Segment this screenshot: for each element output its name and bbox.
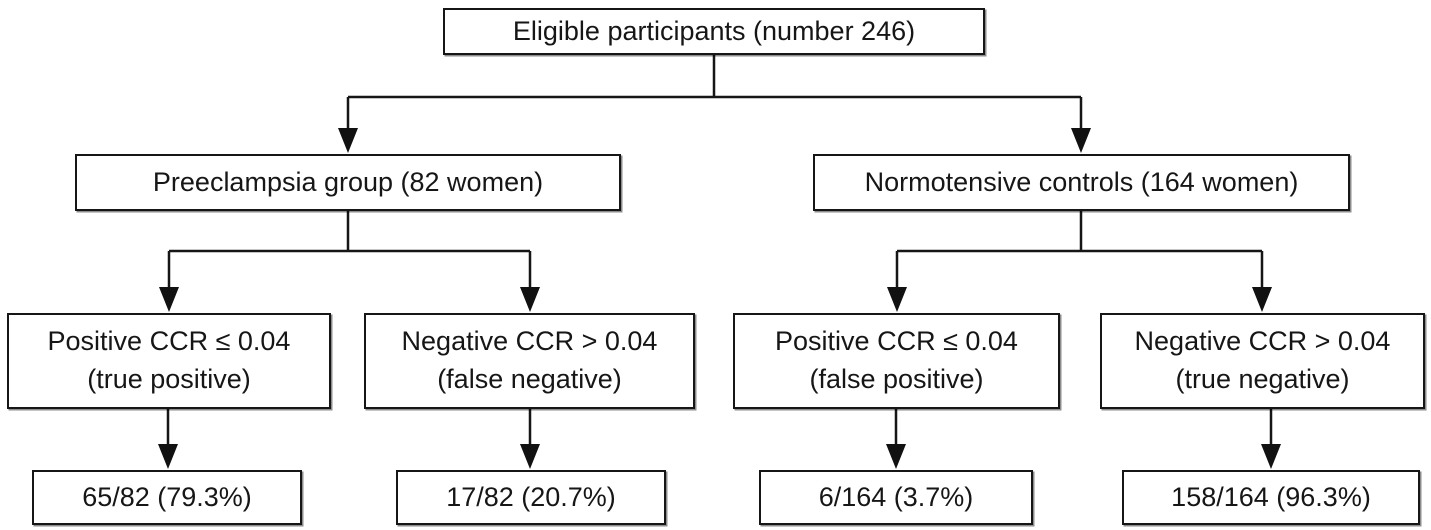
arrow-down-icon <box>887 287 907 312</box>
box-label-line1: Positive CCR ≤ 0.04 <box>775 326 1018 357</box>
box-label-line2: (false positive) <box>809 364 984 394</box>
connector-normotensive-split <box>895 211 1264 289</box>
box-label-line2: (true negative) <box>1175 364 1350 394</box>
box-label: 158/164 (96.3%) <box>1171 481 1371 512</box>
box-label-line1: Positive CCR ≤ 0.04 <box>47 326 291 357</box>
arrow-down-icon <box>1071 128 1091 153</box>
arrow-down-icon <box>886 444 906 469</box>
box-false-positive: Positive CCR ≤ 0.04 (false positive) <box>733 313 1060 409</box>
box-label-line1: Negative CCR > 0.04 <box>1134 326 1391 357</box>
box-result-true-negative: 158/164 (96.3%) <box>1122 470 1420 525</box>
box-label: 6/164 (3.7%) <box>818 481 974 512</box>
box-result-false-positive: 6/164 (3.7%) <box>759 470 1033 525</box>
box-false-negative: Negative CCR > 0.04 (false negative) <box>364 313 695 409</box>
arrow-down-icon <box>520 444 540 469</box>
box-preeclampsia-group: Preeclampsia group (82 women) <box>75 154 621 211</box>
box-label: 65/82 (79.3%) <box>82 481 252 512</box>
connector-preeclampsia-split <box>167 211 532 289</box>
arrow-down-icon <box>1252 287 1272 312</box>
arrow-down-icon <box>338 128 358 153</box>
arrow-down-icon <box>159 287 179 312</box>
box-label: 17/82 (20.7%) <box>446 481 616 512</box>
box-label-line2: (true positive) <box>87 364 251 394</box>
box-true-positive: Positive CCR ≤ 0.04 (true positive) <box>7 313 331 409</box>
box-label: Normotensive controls (164 women) <box>864 166 1299 197</box>
connector-results <box>166 409 1273 446</box>
box-eligible-participants: Eligible participants (number 246) <box>443 8 985 55</box>
box-normotensive-controls: Normotensive controls (164 women) <box>813 154 1350 211</box>
box-true-negative: Negative CCR > 0.04 (true negative) <box>1100 313 1425 409</box>
connector-root-split <box>346 55 1083 130</box>
arrow-down-icon <box>520 287 540 312</box>
box-label-line2: (false negative) <box>437 364 622 394</box>
box-result-false-negative: 17/82 (20.7%) <box>396 470 666 525</box>
box-result-true-positive: 65/82 (79.3%) <box>32 470 302 525</box>
box-label-line1: Negative CCR > 0.04 <box>401 326 658 357</box>
box-label: Eligible participants (number 246) <box>512 15 916 46</box>
box-label: Preeclampsia group (82 women) <box>152 166 544 197</box>
arrow-down-icon <box>158 444 178 469</box>
arrow-down-icon <box>1261 444 1281 469</box>
